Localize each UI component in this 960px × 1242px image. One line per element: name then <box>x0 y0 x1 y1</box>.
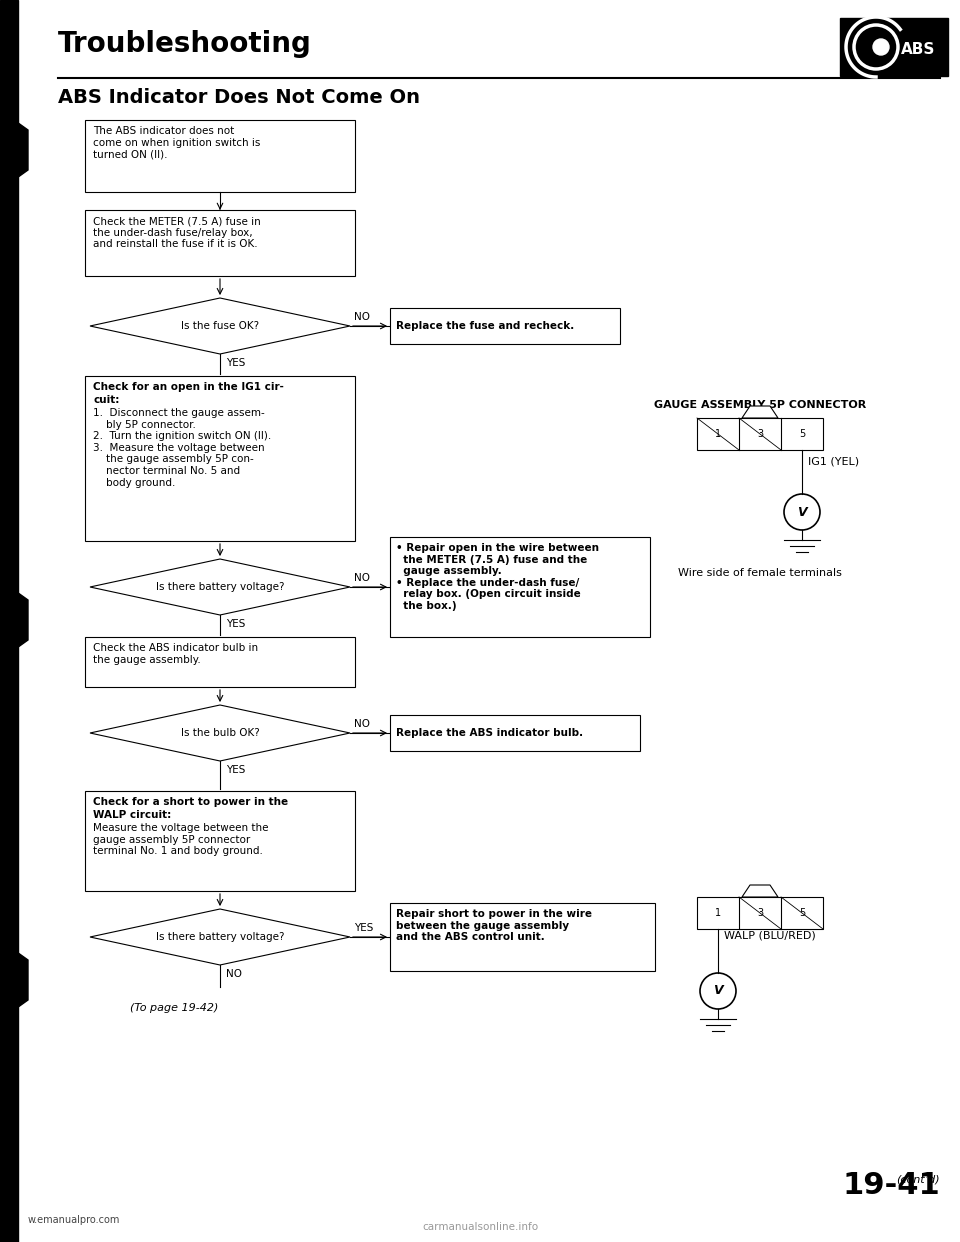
Bar <box>697 419 823 450</box>
Polygon shape <box>90 559 350 615</box>
Text: 1.  Disconnect the gauge assem-
    bly 5P connector.
2.  Turn the ignition swit: 1. Disconnect the gauge assem- bly 5P co… <box>93 409 272 488</box>
Bar <box>85 120 355 193</box>
Text: NO: NO <box>354 312 370 322</box>
Text: Wire side of female terminals: Wire side of female terminals <box>678 568 842 578</box>
Text: Is the fuse OK?: Is the fuse OK? <box>180 320 259 332</box>
Text: Check the ABS indicator bulb in
the gauge assembly.: Check the ABS indicator bulb in the gaug… <box>93 643 258 664</box>
Text: 3: 3 <box>756 428 763 438</box>
Text: Check for an open in the IG1 cir-: Check for an open in the IG1 cir- <box>93 383 284 392</box>
Text: Replace the fuse and recheck.: Replace the fuse and recheck. <box>396 320 574 332</box>
Polygon shape <box>742 886 778 897</box>
Bar <box>840 17 948 76</box>
Polygon shape <box>0 580 28 660</box>
Text: NO: NO <box>354 719 370 729</box>
Bar <box>390 308 620 344</box>
Text: YES: YES <box>354 923 373 933</box>
Text: 5: 5 <box>799 908 805 918</box>
Circle shape <box>873 39 889 55</box>
Text: YES: YES <box>226 358 246 368</box>
Bar <box>0 0 18 1242</box>
Text: Measure the voltage between the
gauge assembly 5P connector
terminal No. 1 and b: Measure the voltage between the gauge as… <box>93 823 269 856</box>
Text: WALP (BLU/RED): WALP (BLU/RED) <box>724 932 816 941</box>
Bar <box>390 903 655 971</box>
Text: 3: 3 <box>756 908 763 918</box>
Polygon shape <box>90 909 350 965</box>
Bar <box>697 897 823 929</box>
Text: ABS Indicator Does Not Come On: ABS Indicator Does Not Come On <box>58 88 420 107</box>
Text: Replace the ABS indicator bulb.: Replace the ABS indicator bulb. <box>396 728 583 738</box>
Polygon shape <box>742 406 778 419</box>
Text: YES: YES <box>226 619 246 628</box>
Bar <box>390 715 640 751</box>
Text: Is there battery voltage?: Is there battery voltage? <box>156 932 284 941</box>
Text: V: V <box>797 505 806 518</box>
Text: carmanualsonline.info: carmanualsonline.info <box>422 1222 538 1232</box>
Text: Repair short to power in the wire
between the gauge assembly
and the ABS control: Repair short to power in the wire betwee… <box>396 909 592 943</box>
Bar <box>85 791 355 891</box>
Text: (cont’d): (cont’d) <box>897 1175 940 1185</box>
Polygon shape <box>90 705 350 761</box>
Text: The ABS indicator does not
come on when ignition switch is
turned ON (II).: The ABS indicator does not come on when … <box>93 125 260 159</box>
Text: 1: 1 <box>715 428 721 438</box>
Text: V: V <box>713 985 723 997</box>
Text: NO: NO <box>354 573 370 582</box>
Text: WALP circuit:: WALP circuit: <box>93 810 171 820</box>
Text: (To page 19-42): (To page 19-42) <box>130 1004 218 1013</box>
Text: Check for a short to power in the: Check for a short to power in the <box>93 797 288 807</box>
Text: Check the METER (7.5 A) fuse in
the under-dash fuse/relay box,
and reinstall the: Check the METER (7.5 A) fuse in the unde… <box>93 216 261 250</box>
Text: Is the bulb OK?: Is the bulb OK? <box>180 728 259 738</box>
Text: 5: 5 <box>799 428 805 438</box>
Text: cuit:: cuit: <box>93 395 119 405</box>
Polygon shape <box>0 940 28 1020</box>
Text: GAUGE ASSEMBLY 5P CONNECTOR: GAUGE ASSEMBLY 5P CONNECTOR <box>654 400 866 410</box>
Polygon shape <box>90 298 350 354</box>
Bar <box>85 210 355 276</box>
Text: Is there battery voltage?: Is there battery voltage? <box>156 582 284 592</box>
Text: YES: YES <box>226 765 246 775</box>
Text: 1: 1 <box>715 908 721 918</box>
Text: NO: NO <box>226 969 242 979</box>
Text: ABS: ABS <box>900 42 935 57</box>
Polygon shape <box>0 111 28 190</box>
Bar <box>390 537 650 637</box>
Bar <box>85 376 355 542</box>
Text: 19-41: 19-41 <box>842 1171 940 1200</box>
Text: Troubleshooting: Troubleshooting <box>58 30 312 58</box>
Text: IG1 (YEL): IG1 (YEL) <box>808 456 859 466</box>
Text: • Repair open in the wire between
  the METER (7.5 A) fuse and the
  gauge assem: • Repair open in the wire between the ME… <box>396 543 599 611</box>
Text: w.emanualpro.com: w.emanualpro.com <box>28 1215 120 1225</box>
Bar <box>85 637 355 687</box>
